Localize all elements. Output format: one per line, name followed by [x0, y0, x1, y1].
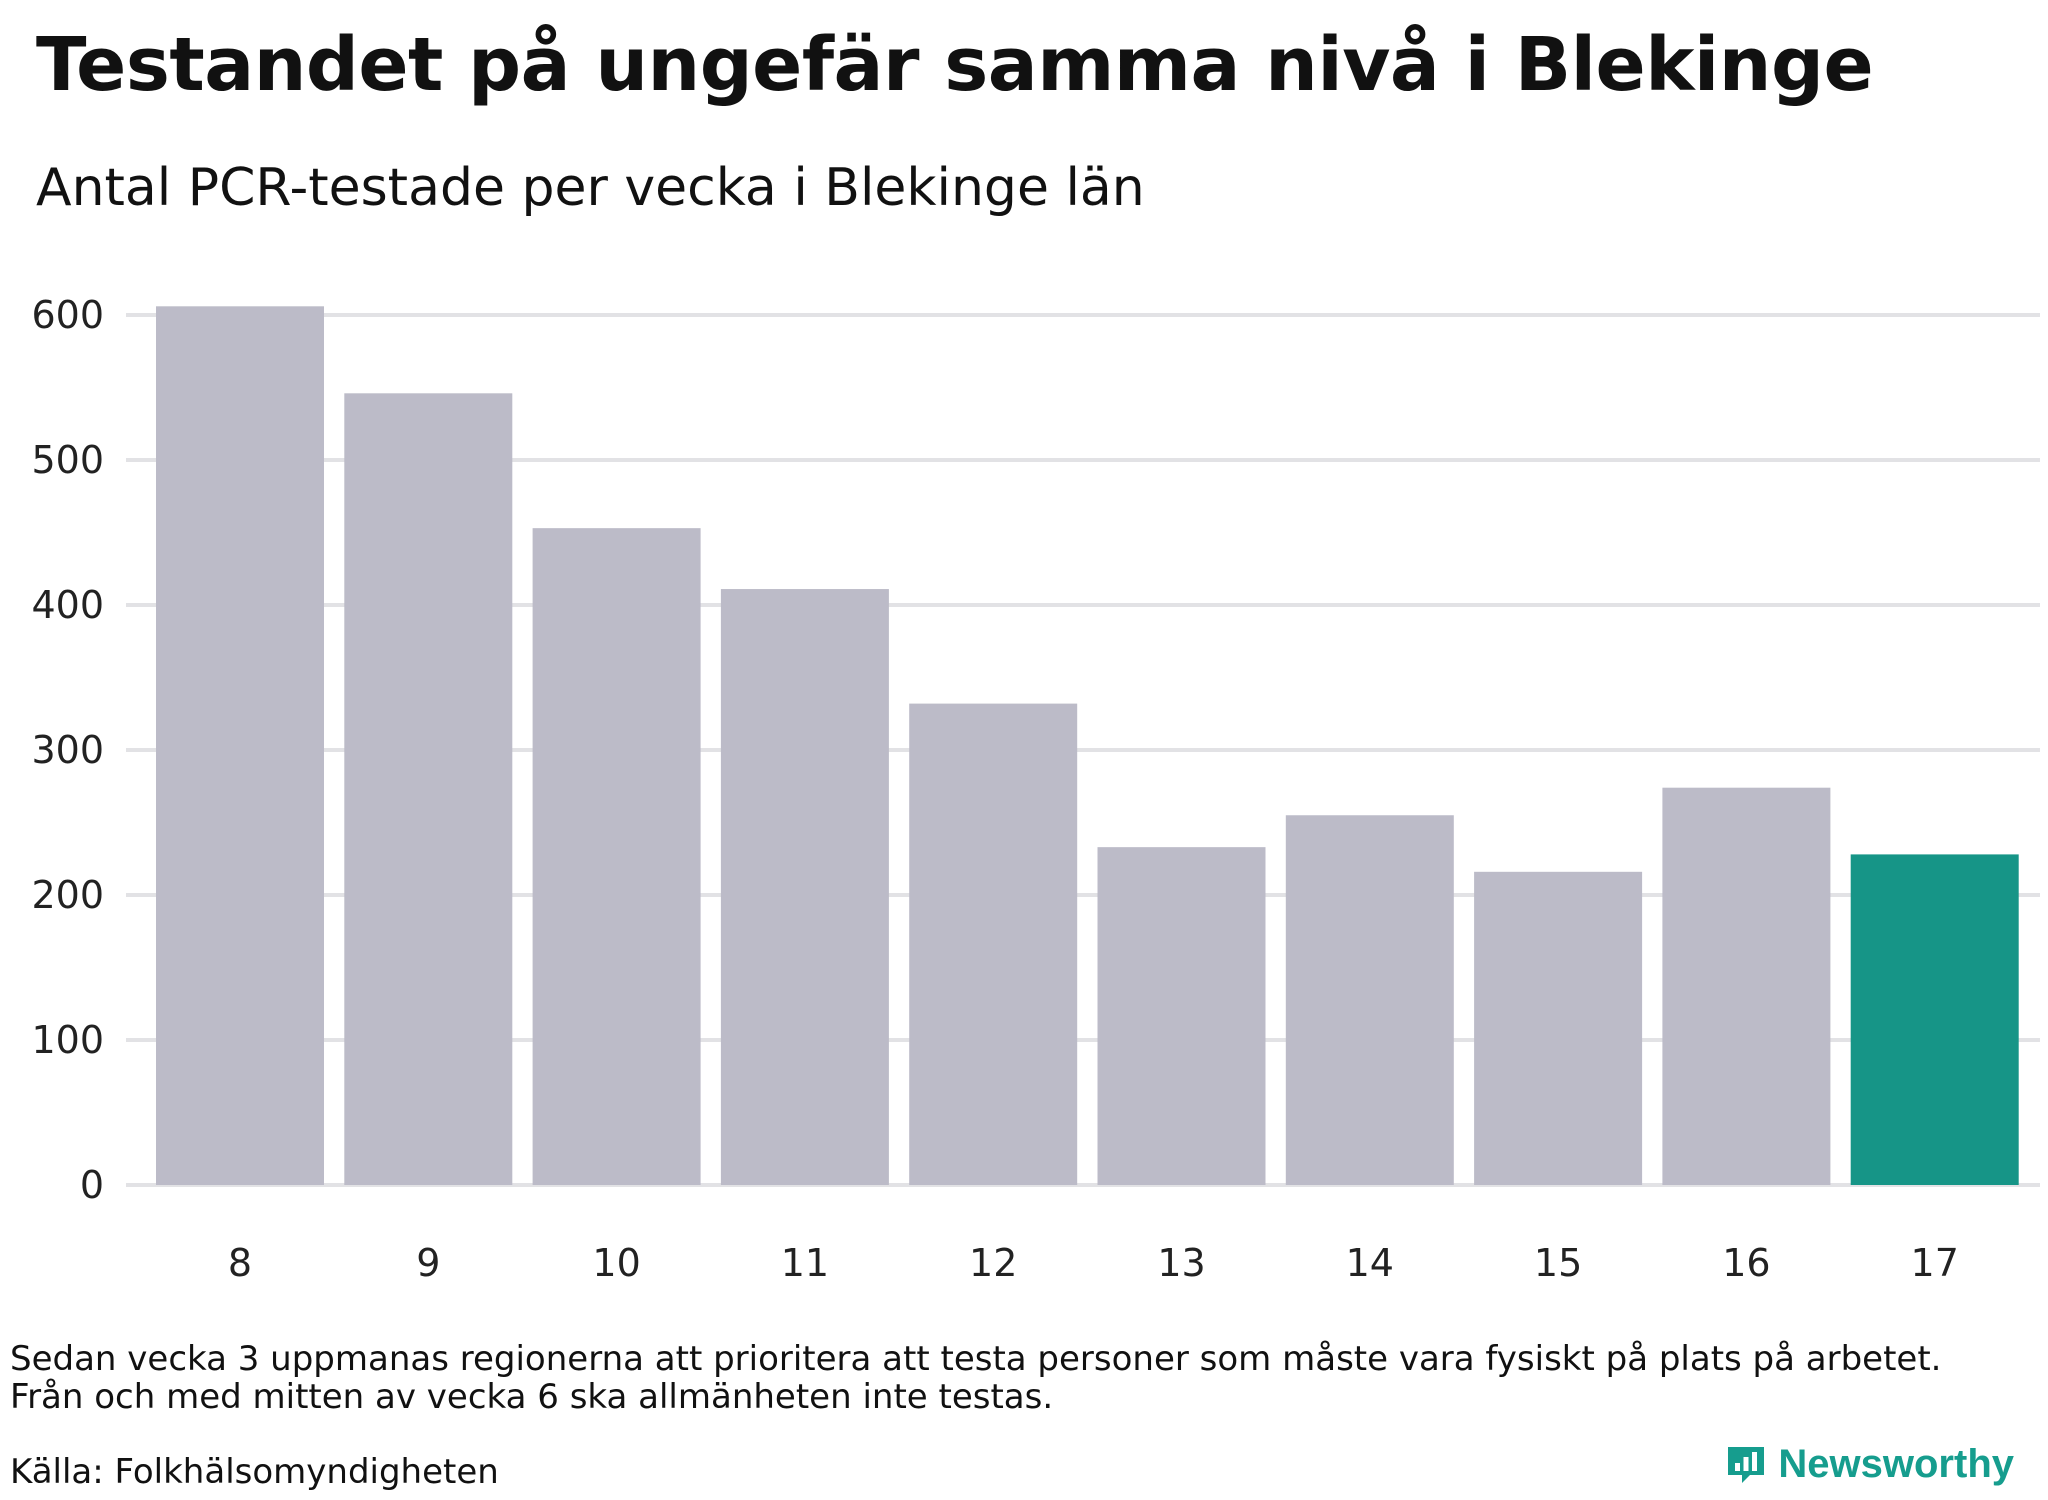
x-tick-label: 9: [416, 1241, 440, 1285]
bar-week-15[interactable]: [1474, 871, 1643, 1185]
x-tick-label: 10: [592, 1241, 640, 1285]
x-axis-tick-labels: 8 9 10 11 12 13 14 15 16 17: [228, 1241, 1959, 1285]
x-tick-label: 11: [781, 1241, 829, 1285]
footnote-line: Från och med mitten av vecka 6 ska allmä…: [10, 1377, 1054, 1417]
footnote-line: Sedan vecka 3 uppmanas regionerna att pr…: [10, 1339, 1942, 1379]
x-tick-label: 15: [1534, 1241, 1582, 1285]
brand-name: Newsworthy: [1778, 1442, 2014, 1486]
bar-week-12[interactable]: [909, 703, 1078, 1185]
x-tick-label: 12: [969, 1241, 1017, 1285]
x-tick-label: 16: [1722, 1241, 1770, 1285]
y-axis-tick-labels: 0 100 200 300 400 500 600: [31, 293, 104, 1207]
bar-week-16[interactable]: [1662, 787, 1831, 1185]
x-tick-label: 13: [1157, 1241, 1205, 1285]
x-tick-label: 8: [228, 1241, 252, 1285]
bar-week-17[interactable]: [1850, 854, 2019, 1185]
y-tick-label: 300: [31, 728, 104, 772]
y-tick-label: 500: [31, 438, 104, 482]
bars: [156, 306, 2019, 1185]
chart-subtitle: Antal PCR-testade per vecka i Blekinge l…: [36, 158, 1145, 218]
y-tick-label: 600: [31, 293, 104, 337]
y-tick-label: 100: [31, 1018, 104, 1062]
newsworthy-logo-icon: [1728, 1446, 1765, 1483]
bar-week-8[interactable]: [156, 306, 324, 1185]
y-tick-label: 400: [31, 583, 104, 627]
bar-week-14[interactable]: [1285, 815, 1454, 1185]
x-tick-label: 17: [1911, 1241, 1959, 1285]
bar-week-13[interactable]: [1097, 847, 1266, 1185]
bar-week-9[interactable]: [344, 393, 513, 1185]
y-tick-label: 200: [31, 873, 104, 917]
y-tick-label: 0: [80, 1163, 104, 1207]
x-tick-label: 14: [1346, 1241, 1394, 1285]
brand-logo[interactable]: Newsworthy: [1724, 1442, 2014, 1487]
source-credit: Källa: Folkhälsomyndigheten: [10, 1452, 499, 1492]
footnote: Sedan vecka 3 uppmanas regionerna att pr…: [10, 1340, 2030, 1416]
bar-chart: 0 100 200 300 400 500 600 8 9 10 11 12 13 14 15 16 17: [31, 293, 2040, 1285]
bar-week-11[interactable]: [720, 589, 889, 1185]
chart-title: Testandet på ungefär samma nivå i Blekin…: [36, 22, 1874, 108]
bar-week-10[interactable]: [532, 528, 701, 1185]
